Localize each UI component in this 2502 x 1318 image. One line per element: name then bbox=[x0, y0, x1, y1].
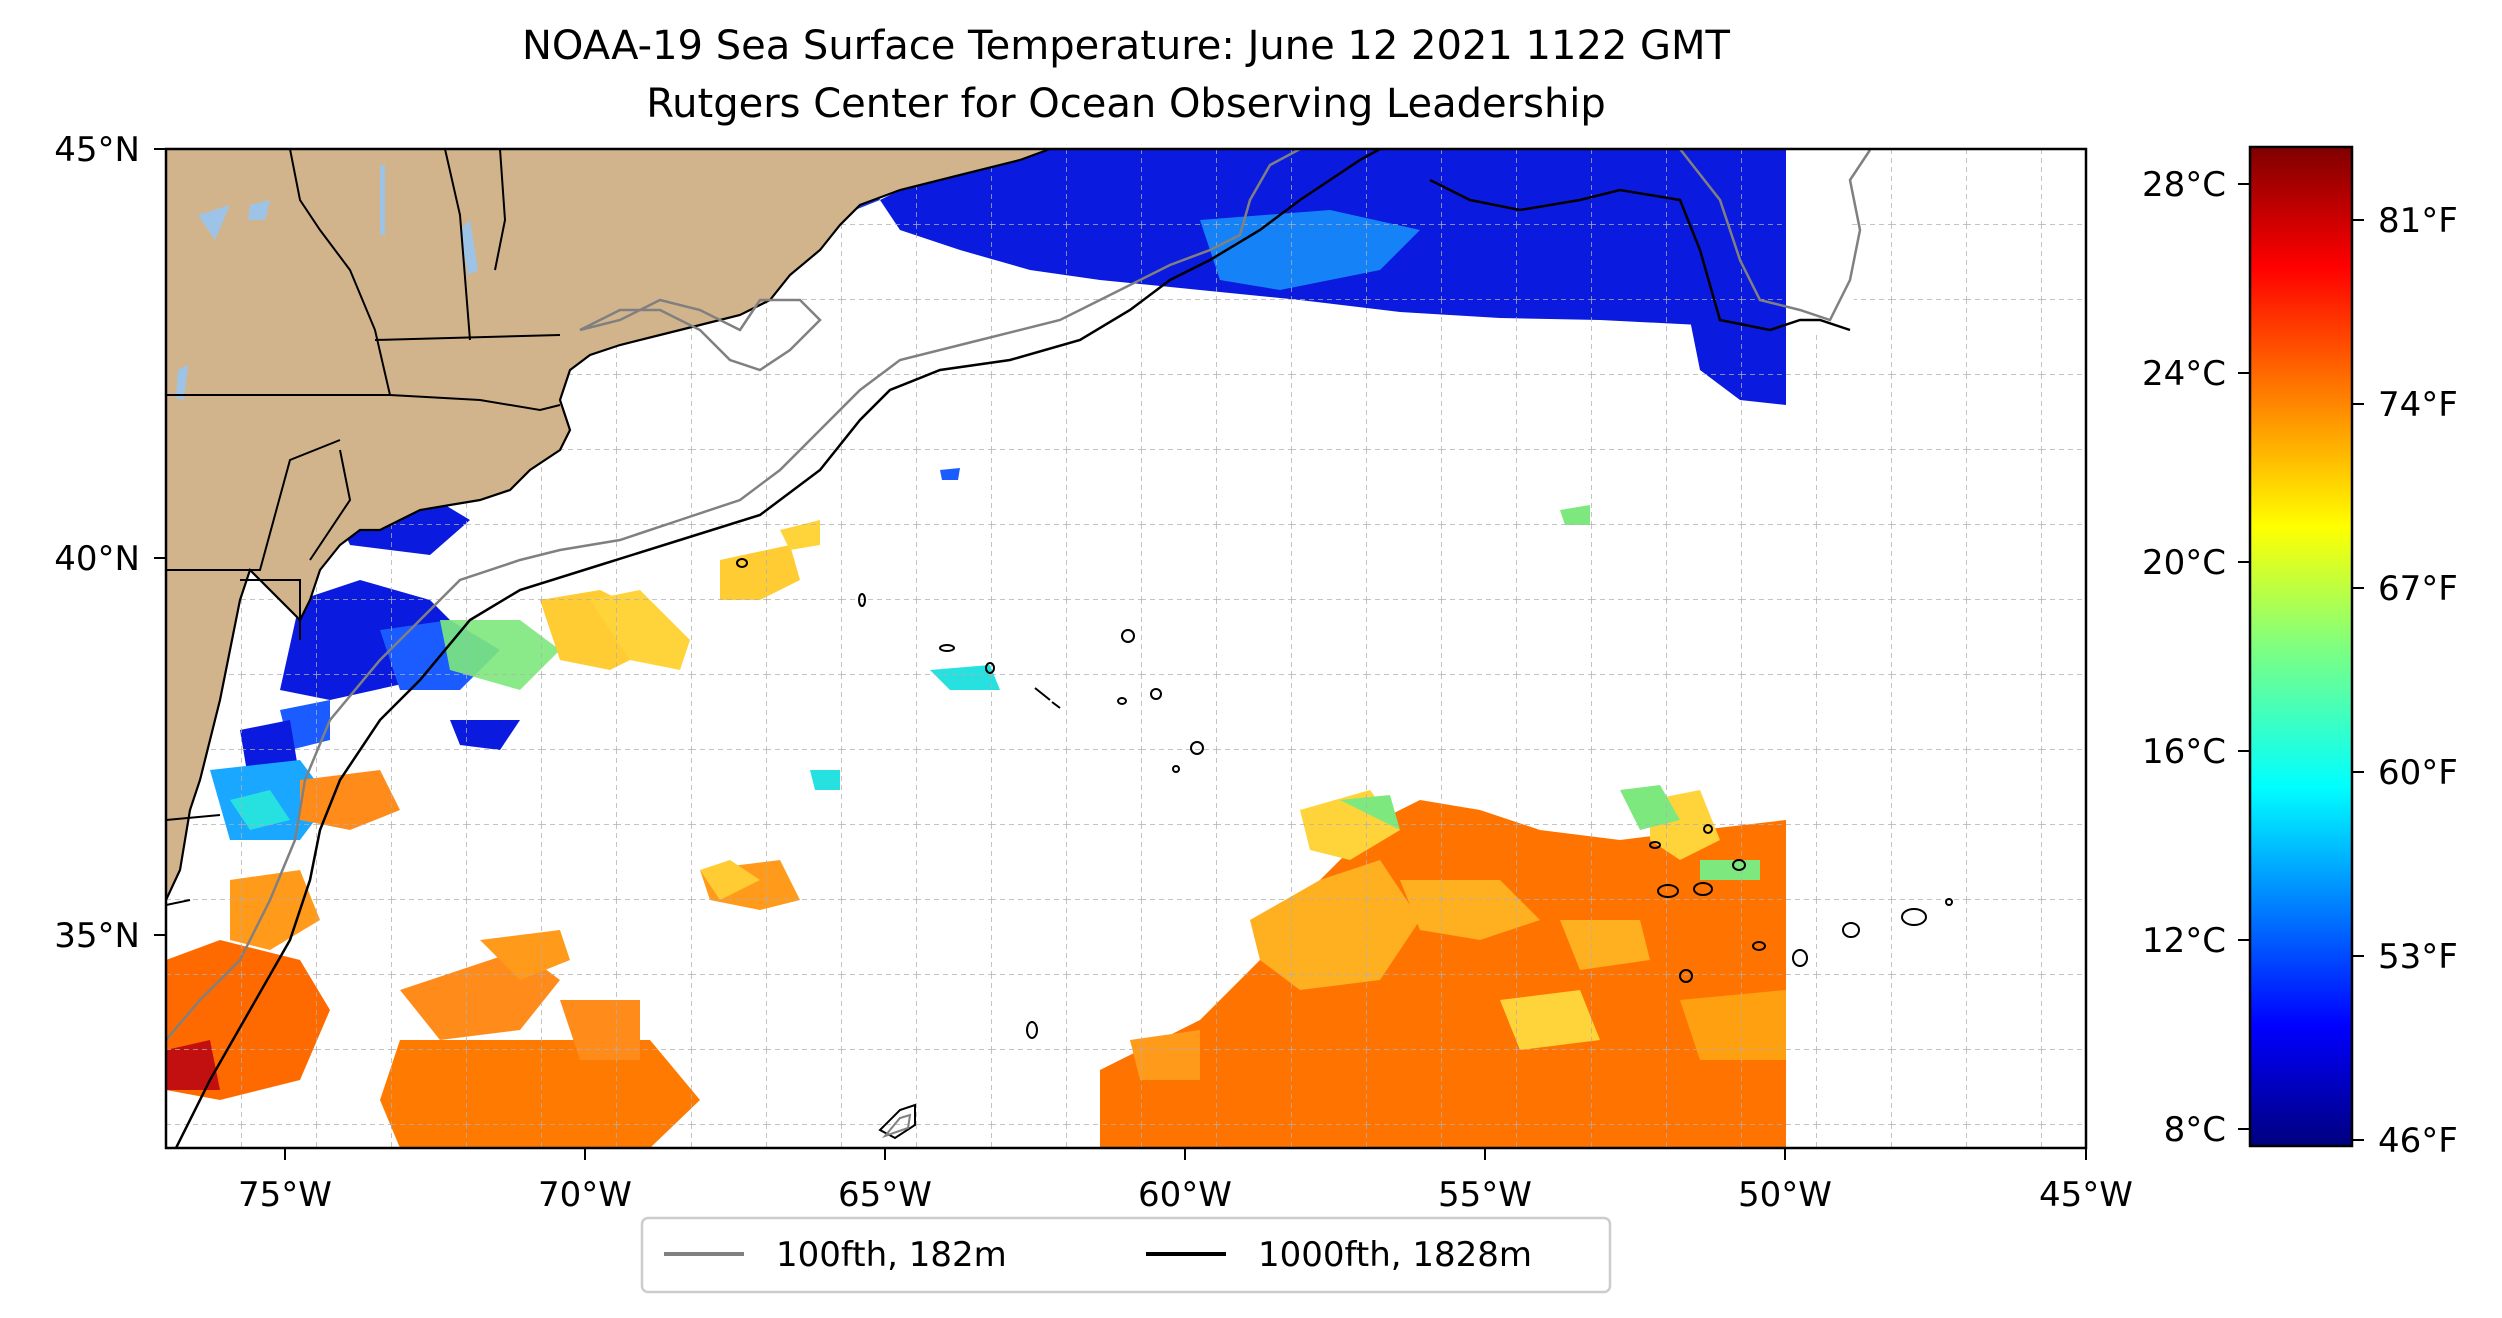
colorbar-celsius-label: 24°C bbox=[2142, 354, 2226, 394]
longitude-axis: 75°W 70°W 65°W 60°W 55°W 50°W 45°W bbox=[238, 1148, 2133, 1215]
land-nova-scotia bbox=[1786, 149, 1880, 340]
legend-box bbox=[640, 1216, 1612, 1294]
colorbar: 28°C 24°C 20°C 16°C 12°C 8°C 81°F 74°F 6… bbox=[2142, 145, 2458, 1161]
lon-tick-label: 55°W bbox=[1438, 1175, 1532, 1215]
colorbar-fahrenheit-label: 67°F bbox=[2378, 569, 2458, 609]
land-mass bbox=[166, 149, 1050, 900]
colorbar-fahrenheit-label: 81°F bbox=[2378, 201, 2458, 241]
colorbar-celsius-label: 12°C bbox=[2142, 921, 2226, 961]
legend-label: 100fth, 182m bbox=[776, 1235, 1007, 1275]
colorbar-fahrenheit-label: 53°F bbox=[2378, 937, 2458, 977]
map-title: NOAA-19 Sea Surface Temperature: June 12… bbox=[521, 23, 1730, 69]
isobath-100fth bbox=[166, 149, 1872, 1041]
legend-label: 1000fth, 1828m bbox=[1258, 1235, 1532, 1275]
colorbar-fahrenheit-label: 60°F bbox=[2378, 753, 2458, 793]
colorbar-celsius-label: 8°C bbox=[2164, 1110, 2226, 1150]
lon-tick-label: 60°W bbox=[1138, 1175, 1232, 1215]
colorbar-celsius-label: 16°C bbox=[2142, 732, 2226, 772]
seamounts bbox=[736, 558, 1953, 1140]
map-subtitle: Rutgers Center for Ocean Observing Leade… bbox=[646, 81, 1606, 127]
colorbar-celsius-label: 20°C bbox=[2142, 543, 2226, 583]
legend: 100fth, 182m 1000fth, 1828m bbox=[640, 1216, 1612, 1294]
latitude-axis: 45°N 40°N 35°N bbox=[54, 130, 166, 956]
lon-tick-label: 45°W bbox=[2039, 1175, 2133, 1215]
lon-tick-label: 70°W bbox=[538, 1175, 632, 1215]
lat-tick-label: 45°N bbox=[54, 130, 140, 170]
colorbar-fahrenheit-label: 46°F bbox=[2378, 1121, 2458, 1161]
state-borders bbox=[166, 149, 561, 906]
coastline bbox=[166, 149, 1051, 901]
lat-tick-label: 35°N bbox=[54, 916, 140, 956]
colorbar-fahrenheit-label: 74°F bbox=[2378, 385, 2458, 425]
lakes bbox=[176, 165, 478, 400]
map-panel bbox=[166, 149, 2086, 1148]
lon-tick-label: 75°W bbox=[238, 1175, 332, 1215]
colorbar-celsius-label: 28°C bbox=[2142, 165, 2226, 205]
map-border bbox=[164, 147, 2088, 1150]
isobath-1000fth bbox=[174, 149, 1851, 1148]
lat-tick-label: 40°N bbox=[54, 539, 140, 579]
lon-tick-label: 50°W bbox=[1738, 1175, 1832, 1215]
colorbar-gradient bbox=[2248, 145, 2354, 1148]
lon-tick-label: 65°W bbox=[838, 1175, 932, 1215]
